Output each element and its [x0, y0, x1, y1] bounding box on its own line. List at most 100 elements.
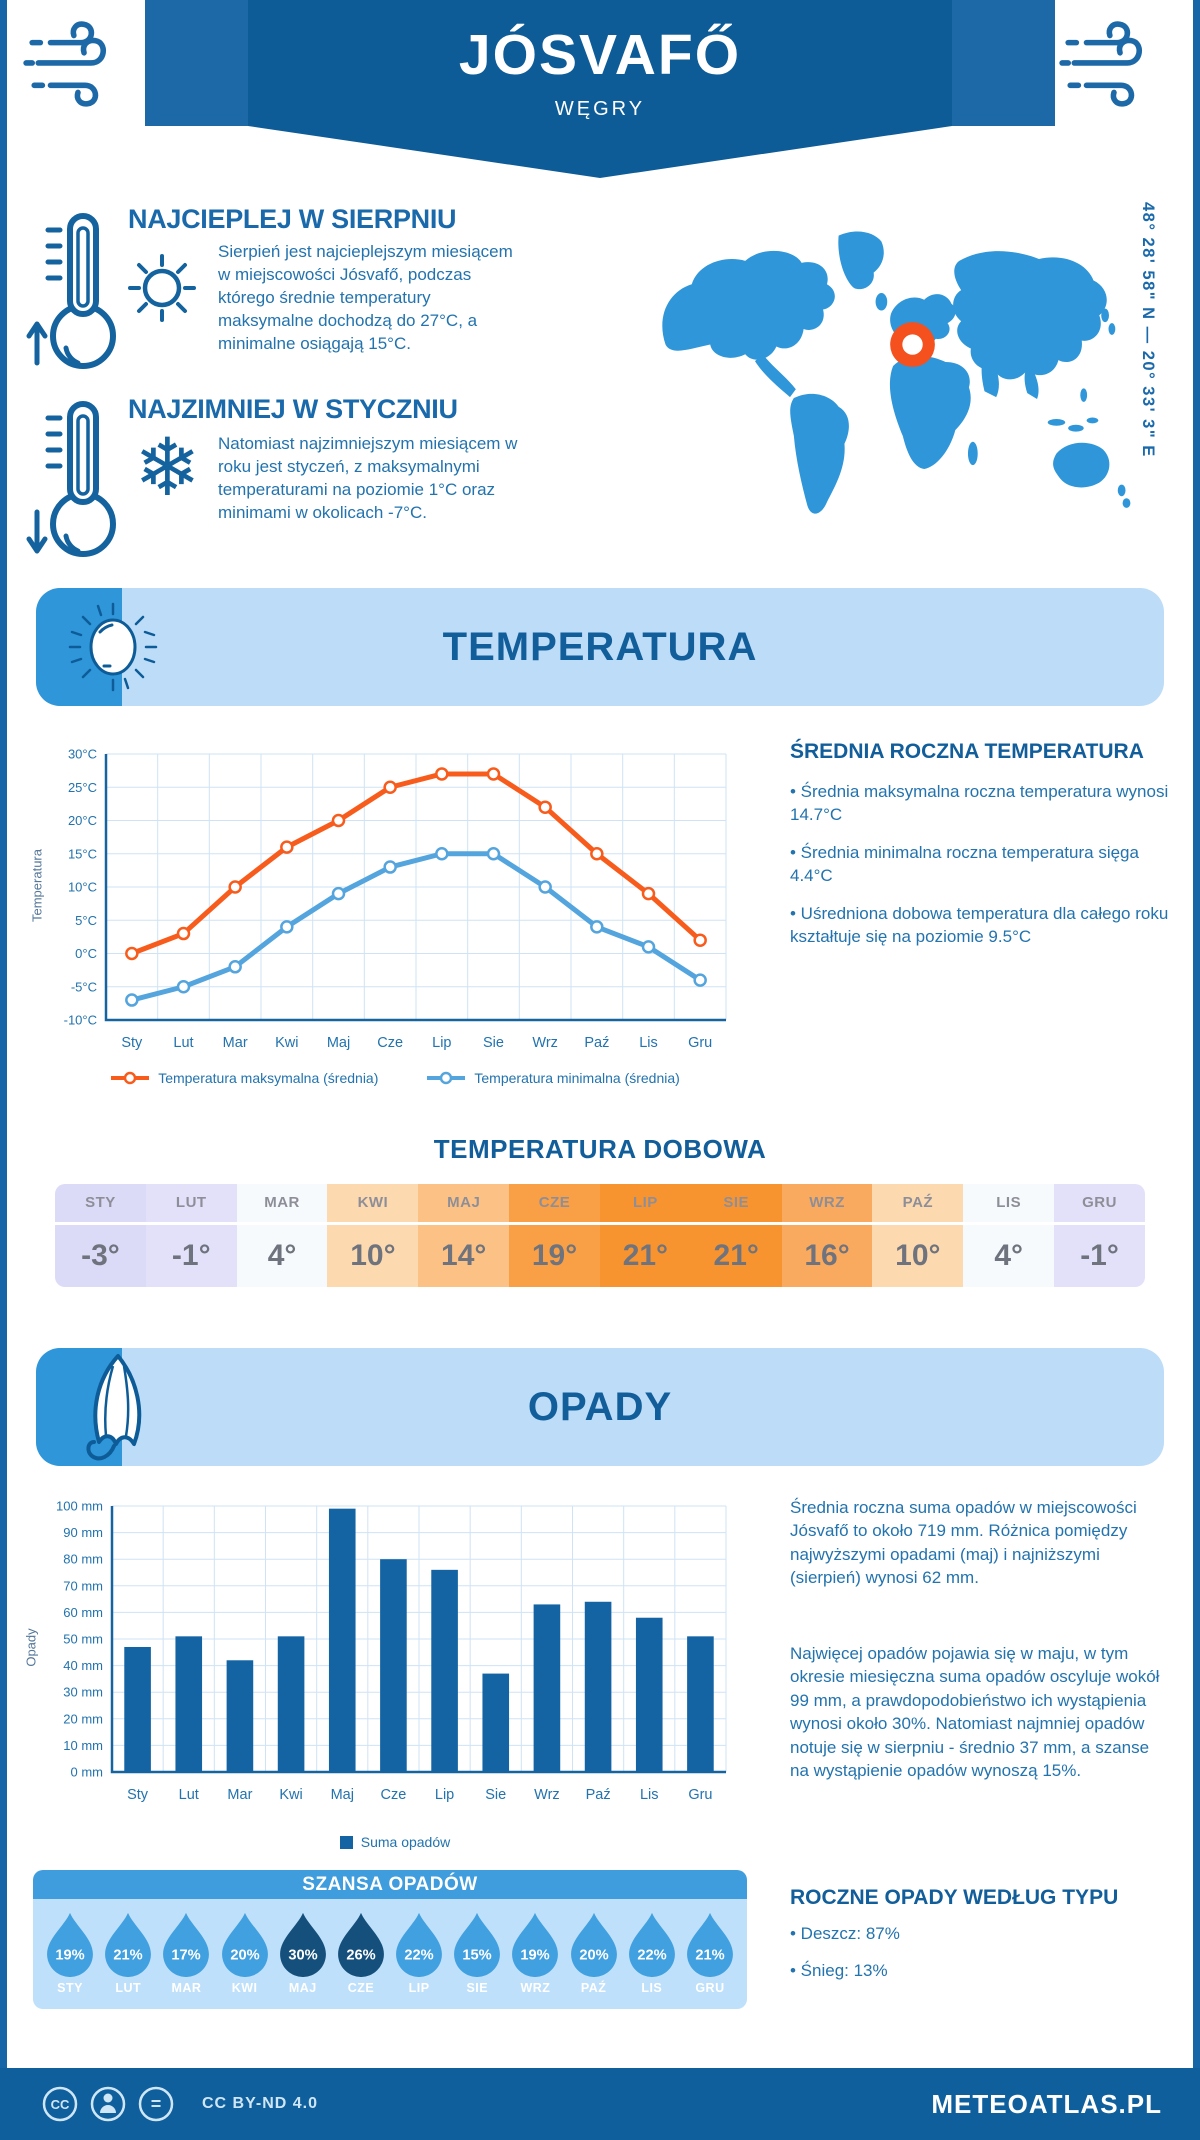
highlight-title: NAJZIMNIEJ W STYCZNIU: [128, 394, 458, 424]
droplet-icon: 15%: [454, 1912, 501, 1977]
svg-text:40 mm: 40 mm: [63, 1658, 103, 1673]
svg-text:21%: 21%: [114, 1948, 143, 1964]
daily-month-label: PAŹ: [872, 1184, 964, 1222]
page-border-left: [0, 0, 7, 2068]
page-border-right: [1193, 0, 1200, 2068]
precip-chance-item: 30% MAJ: [274, 1911, 332, 1995]
daily-temp-value: 16°: [781, 1225, 873, 1287]
daily-month-label: GRU: [1054, 1184, 1145, 1222]
droplet-month-label: GRU: [695, 1981, 725, 1995]
y-axis-label: Opady: [23, 1628, 39, 1667]
daily-month-label: CZE: [509, 1184, 600, 1222]
daily-cell: LIP 21°: [599, 1184, 691, 1287]
daily-temp-value: -3°: [55, 1225, 146, 1287]
svg-text:100 mm: 100 mm: [56, 1499, 103, 1514]
svg-text:30°C: 30°C: [68, 747, 97, 762]
svg-text:Lut: Lut: [173, 1035, 193, 1051]
page-subtitle: WĘGRY: [554, 98, 646, 120]
svg-text:Paź: Paź: [584, 1035, 609, 1051]
daily-temp-value: -1°: [145, 1225, 237, 1287]
svg-text:50 mm: 50 mm: [63, 1632, 103, 1647]
section-title: OPADY: [527, 1385, 673, 1429]
svg-text:0 mm: 0 mm: [71, 1765, 104, 1780]
precip-chance-item: 19% WRZ: [506, 1911, 564, 1995]
daily-temp-value: 14°: [418, 1225, 510, 1287]
svg-text:30%: 30%: [288, 1948, 317, 1964]
wind-icon: [1059, 21, 1142, 107]
precip-section-banner: OPADY: [36, 1348, 1164, 1466]
droplet-month-label: PAŹ: [580, 1981, 607, 1995]
droplet-month-label: SIE: [466, 1981, 489, 1995]
highlight-title: NAJCIEPLEJ W SIERPNIU: [128, 204, 457, 234]
daily-month-label: LIS: [963, 1184, 1055, 1222]
droplet-month-label: KWI: [231, 1981, 258, 1995]
daily-month-label: SIE: [690, 1184, 782, 1222]
svg-text:70 mm: 70 mm: [63, 1578, 103, 1593]
daily-temp-title: TEMPERATURA DOBOWA: [433, 1134, 767, 1164]
droplet-month-label: MAR: [171, 1981, 202, 1995]
wind-icon: [23, 21, 106, 107]
legend-line-icon: [427, 1071, 466, 1085]
coordinates-label: 48° 28' 58" N — 20° 33' 3" E: [1139, 202, 1157, 458]
legend-line-icon: [111, 1071, 150, 1085]
precip-chance-panel: SZANSA OPADÓW 19% STY 21% LUT 17% MAR 20% KWI 30…: [33, 1870, 747, 2009]
svg-text:Lip: Lip: [435, 1787, 454, 1803]
daily-temp-value: 10°: [327, 1225, 419, 1287]
legend-item: Suma opadów: [339, 1834, 450, 1850]
annual-temp-bullets: • Średnia maksymalna roczna temperatura …: [790, 780, 1170, 963]
daily-month-label: MAR: [236, 1184, 328, 1222]
temperature-chart-legend: Temperatura maksymalna (średnia) Temperat…: [50, 1070, 740, 1086]
daily-temp-value: 4°: [236, 1225, 328, 1287]
legend-square-icon: [339, 1835, 353, 1849]
svg-text:10°C: 10°C: [68, 880, 97, 895]
svg-text:60 mm: 60 mm: [63, 1605, 103, 1620]
svg-text:Lip: Lip: [432, 1035, 451, 1051]
daily-cell: PAŹ 10°: [872, 1184, 964, 1287]
daily-temp-value: -1°: [1054, 1225, 1145, 1287]
umbrella-icon: [86, 1354, 142, 1461]
droplet-icon: 22%: [628, 1912, 675, 1977]
svg-text:20 mm: 20 mm: [63, 1711, 103, 1726]
droplet-icon: 19%: [47, 1912, 93, 1977]
precipitation-chart: 0 mm 10 mm 20 mm 30 mm 40 mm 50 mm 60 mm 70 mm 8…: [56, 1499, 727, 1803]
droplet-month-label: LUT: [115, 1981, 142, 1995]
legend-item: Temperatura minimalna (średnia): [426, 1070, 680, 1086]
droplet-icon: 30%: [279, 1912, 326, 1977]
daily-temp-value: 21°: [599, 1225, 691, 1287]
daily-cell: WRZ 16°: [781, 1184, 873, 1287]
daily-month-label: LIP: [599, 1184, 691, 1222]
precip-chance-item: 15% SIE: [448, 1911, 506, 1995]
precip-chance-item: 17% MAR: [157, 1911, 215, 1995]
daily-temp-value: 21°: [690, 1225, 782, 1287]
droplet-month-label: MAJ: [288, 1981, 317, 1995]
legend-item: Temperatura maksymalna (średnia): [110, 1070, 378, 1086]
daily-cell: STY -3°: [55, 1184, 146, 1287]
droplet-icon: 19%: [512, 1912, 559, 1977]
svg-text:Lis: Lis: [639, 1035, 658, 1051]
svg-text:21%: 21%: [695, 1948, 724, 1964]
daily-month-label: WRZ: [781, 1184, 873, 1222]
precip-chance-item: 19% STY: [41, 1911, 99, 1995]
site-name: METEOATLAS.PL: [931, 2088, 1162, 2119]
svg-text:Kwi: Kwi: [275, 1035, 298, 1051]
droplet-icon: 20%: [570, 1912, 617, 1977]
highlight-text: Sierpień jest najcieplejszym miesiącem w…: [218, 242, 513, 354]
daily-cell: CZE 19°: [509, 1184, 600, 1287]
svg-text:Wrz: Wrz: [532, 1035, 558, 1051]
daily-temp-value: 10°: [872, 1225, 964, 1287]
cc-license-icons: CC =: [42, 2086, 174, 2122]
daily-temp-table: STY -3° LUT -1° MAR 4° KWI 10° MAJ 14° CZE 19° LIP 21…: [55, 1184, 1145, 1287]
section-title: TEMPERATURA: [442, 625, 758, 669]
sun-icon: [68, 602, 158, 692]
droplet-icon: 20%: [221, 1912, 268, 1977]
svg-text:80 mm: 80 mm: [63, 1552, 103, 1567]
svg-text:Sty: Sty: [127, 1787, 149, 1803]
temperature-section-banner: TEMPERATURA: [36, 588, 1164, 706]
temperature-chart: -10°C -5°C 0°C 5°C 10°C 15°C 20°C 25°C 30°C Sty Lu…: [64, 747, 727, 1051]
svg-text:25°C: 25°C: [68, 780, 97, 795]
precip-chance-item: 20% PAŹ: [565, 1911, 623, 1995]
license-label: CC BY-ND 4.0: [202, 2095, 319, 2112]
sun-icon: [128, 254, 196, 322]
svg-text:19%: 19%: [55, 1948, 84, 1964]
